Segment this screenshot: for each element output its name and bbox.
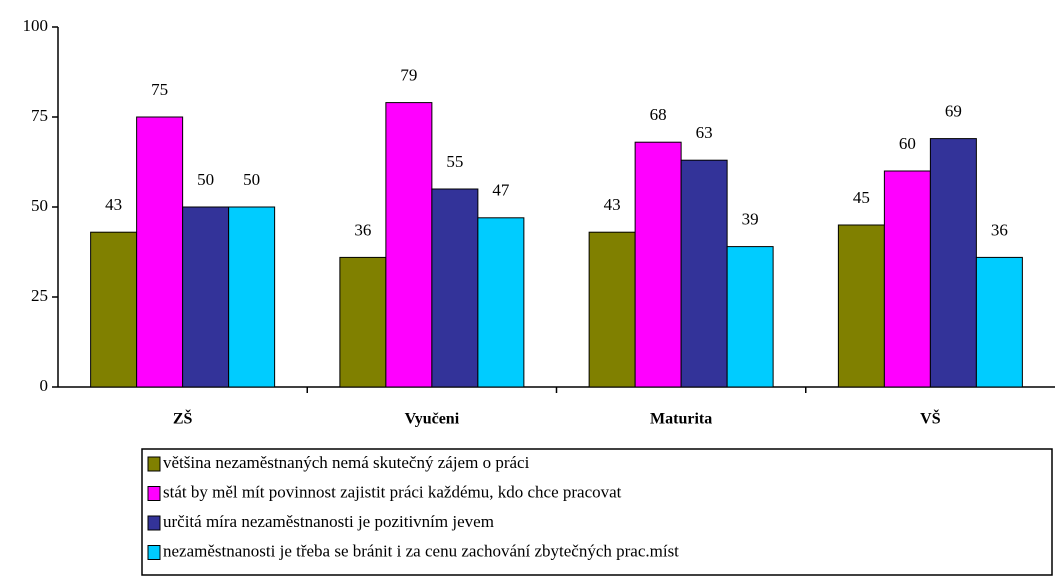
legend-label: stát by měl mít povinnost zajistit práci… (163, 482, 622, 501)
bar (929, 138, 977, 388)
x-tick-label: ZŠ (173, 409, 193, 428)
x-tick-label: VŠ (920, 409, 941, 428)
value-label: 69 (945, 102, 962, 121)
value-label: 75 (151, 80, 168, 99)
value-label: 50 (243, 170, 260, 189)
x-tick-label: Vyučeni (405, 411, 460, 428)
legend-box (141, 448, 1053, 576)
bar (634, 141, 682, 388)
bar (883, 170, 931, 388)
x-tick-label: Maturita (650, 411, 712, 428)
bar (975, 256, 1023, 388)
bar (680, 159, 728, 388)
value-label: 63 (696, 123, 713, 142)
legend-label: určitá míra nezaměstnanosti je pozitivní… (163, 512, 494, 531)
bar (431, 188, 479, 388)
legend-swatch (147, 515, 161, 531)
value-label: 36 (991, 220, 1008, 239)
value-label: 68 (650, 105, 667, 124)
value-label: 60 (899, 134, 916, 153)
value-label: 36 (354, 220, 371, 239)
y-tick-label: 25 (31, 286, 48, 305)
value-label: 55 (446, 152, 463, 171)
y-tick-label: 50 (31, 196, 48, 215)
y-tick-label: 0 (40, 376, 49, 395)
bar (726, 246, 774, 388)
value-label: 79 (400, 66, 417, 85)
y-tick-label: 100 (23, 16, 49, 35)
bar (588, 231, 636, 388)
bar (228, 206, 276, 388)
bar (477, 217, 525, 388)
legend-label: nezaměstnanosti je třeba se bránit i za … (163, 541, 679, 560)
legend-label: většina nezaměstnaných nemá skutečný záj… (163, 453, 530, 472)
bar (136, 116, 184, 388)
value-label: 39 (742, 210, 759, 229)
y-tick-label: 75 (31, 106, 48, 125)
bar (385, 102, 433, 388)
value-label: 43 (105, 195, 122, 214)
value-label: 50 (197, 170, 214, 189)
legend-swatch (147, 456, 161, 472)
value-label: 45 (853, 188, 870, 207)
bar (182, 206, 230, 388)
bar (837, 224, 885, 388)
bar (90, 231, 138, 388)
value-label: 43 (604, 195, 621, 214)
legend-swatch (147, 545, 161, 560)
bar (339, 256, 387, 388)
legend-swatch (147, 486, 161, 501)
value-label: 47 (492, 181, 510, 200)
